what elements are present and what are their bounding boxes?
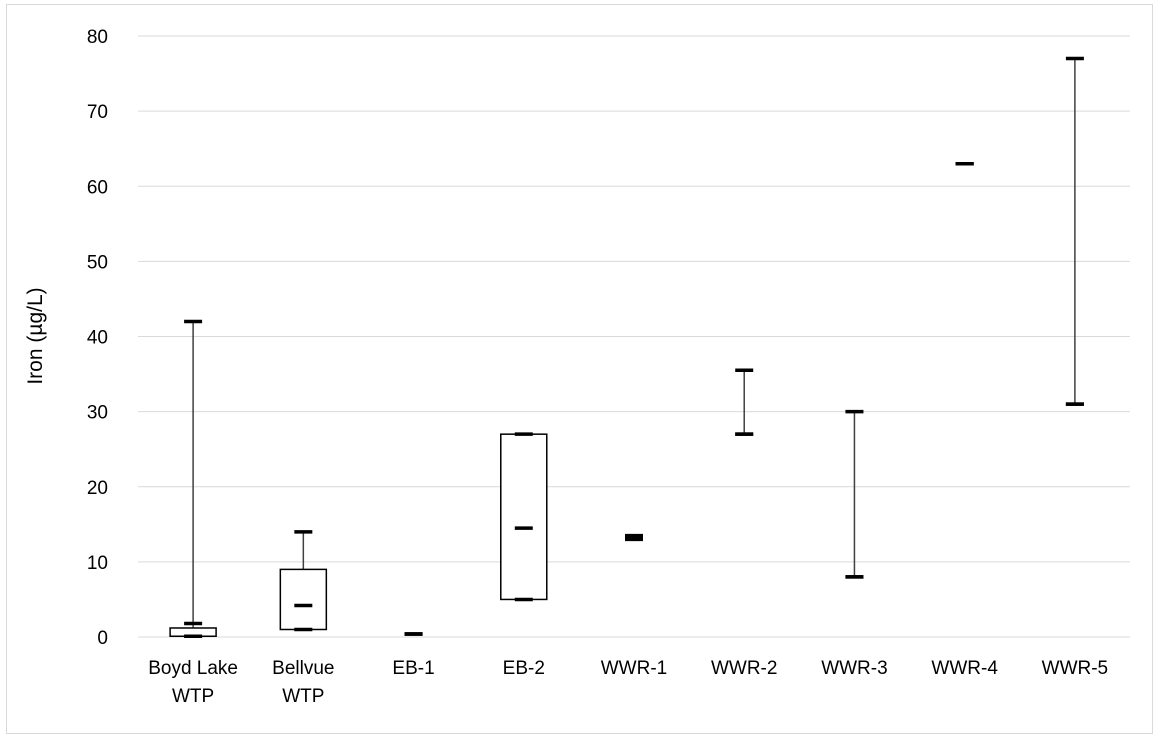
x-tick-label-line2: WTP <box>172 686 214 707</box>
box-group <box>169 319 217 638</box>
x-tick-label: WWR-5 <box>1042 658 1108 679</box>
x-tick-label: Bellvue <box>272 658 334 679</box>
y-tick-label: 30 <box>87 403 108 424</box>
y-tick-label: 20 <box>87 478 108 499</box>
box-group <box>279 530 328 632</box>
box-group <box>500 432 548 602</box>
boxes <box>169 56 1084 638</box>
chart-frame <box>6 4 1153 734</box>
y-axis-title: Iron (µg/L) <box>24 287 47 384</box>
box-rect <box>500 433 548 601</box>
x-tick-label: Boyd Lake <box>148 658 238 679</box>
gridlines <box>138 35 1130 638</box>
box-group <box>845 409 864 579</box>
y-axis-ticks: 0 10 20 30 40 50 60 70 80 <box>87 27 108 649</box>
y-tick-label: 10 <box>87 553 108 574</box>
x-tick-label: WWR-1 <box>601 658 667 679</box>
x-tick-label: WWR-4 <box>931 658 998 679</box>
x-tick-label: EB-2 <box>503 658 545 679</box>
y-tick-label: 60 <box>87 177 108 198</box>
box-group <box>625 533 643 542</box>
y-tick-label: 80 <box>87 27 108 48</box>
y-tick-label: 70 <box>87 102 108 123</box>
box-rect <box>279 568 328 631</box>
x-tick-label-line2: WTP <box>282 686 324 707</box>
y-tick-label: 50 <box>87 252 108 273</box>
x-axis-ticks: Boyd Lake WTP Bellvue WTP EB-1 EB-2 WWR-1 WWR-2… <box>148 658 1108 707</box>
x-tick-label: WWR-3 <box>821 658 887 679</box>
box-group <box>1065 56 1084 406</box>
y-tick-label: 40 <box>87 328 108 349</box>
x-tick-label: WWR-2 <box>711 658 777 679</box>
y-tick-label: 0 <box>97 628 108 649</box>
x-tick-label: EB-1 <box>392 658 434 679</box>
box-group <box>735 368 754 436</box>
